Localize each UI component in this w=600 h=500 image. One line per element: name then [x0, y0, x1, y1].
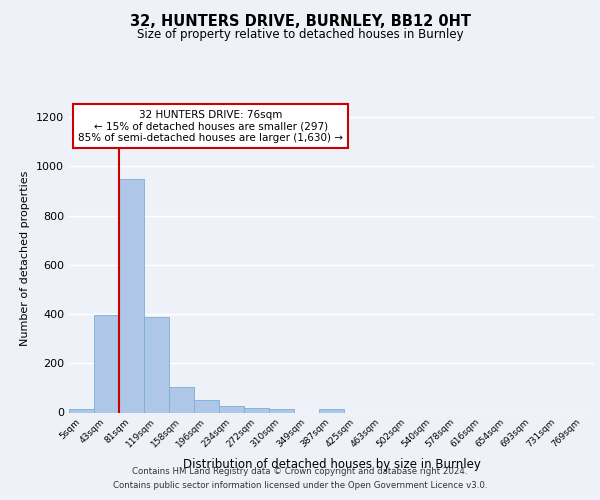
- Text: 32 HUNTERS DRIVE: 76sqm
← 15% of detached houses are smaller (297)
85% of semi-d: 32 HUNTERS DRIVE: 76sqm ← 15% of detache…: [78, 110, 343, 143]
- Bar: [269, 409, 294, 412]
- Text: Size of property relative to detached houses in Burnley: Size of property relative to detached ho…: [137, 28, 463, 41]
- Bar: [119, 179, 144, 412]
- Text: Contains HM Land Registry data © Crown copyright and database right 2024.: Contains HM Land Registry data © Crown c…: [132, 467, 468, 476]
- Bar: [144, 316, 169, 412]
- Bar: [94, 316, 119, 412]
- Bar: [169, 386, 194, 412]
- Y-axis label: Number of detached properties: Number of detached properties: [20, 171, 31, 346]
- Bar: [219, 406, 244, 412]
- Bar: [69, 409, 94, 412]
- Bar: [319, 409, 344, 412]
- Bar: [194, 400, 219, 412]
- Bar: [244, 408, 269, 412]
- Text: Contains public sector information licensed under the Open Government Licence v3: Contains public sector information licen…: [113, 481, 487, 490]
- Text: 32, HUNTERS DRIVE, BURNLEY, BB12 0HT: 32, HUNTERS DRIVE, BURNLEY, BB12 0HT: [130, 14, 470, 29]
- X-axis label: Distribution of detached houses by size in Burnley: Distribution of detached houses by size …: [182, 458, 481, 471]
